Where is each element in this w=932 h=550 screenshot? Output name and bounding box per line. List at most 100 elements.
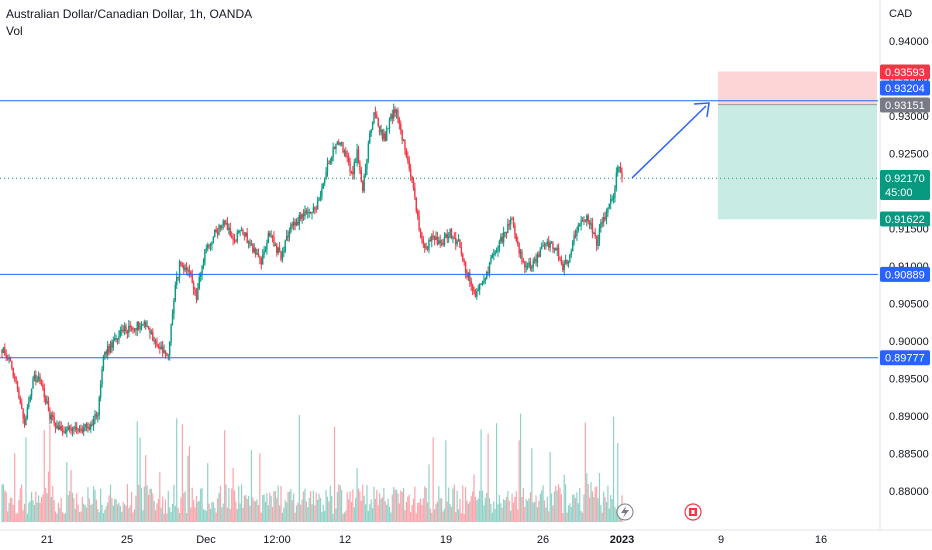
volume-bar: [300, 504, 302, 522]
candle-body: [90, 424, 92, 430]
volume-bar: [584, 422, 586, 522]
candle-body: [226, 222, 229, 230]
candle-body: [463, 260, 465, 262]
candle-body: [1, 349, 3, 353]
volume-bar: [119, 506, 121, 522]
candle-body: [291, 224, 293, 226]
volume-bar: [50, 496, 52, 522]
candle-body: [59, 426, 61, 430]
candle-body: [557, 247, 560, 258]
tag-resistance-text: 0.93204: [885, 83, 925, 95]
volume-bar: [260, 512, 262, 522]
candle-body: [621, 172, 623, 179]
candle-body: [61, 430, 64, 432]
candle-body: [478, 284, 481, 290]
volume-bar: [221, 507, 223, 522]
candle-body: [471, 285, 474, 291]
volume-bar: [195, 495, 198, 522]
volume-bar: [112, 505, 114, 522]
candle-body: [97, 415, 99, 417]
volume-bar: [549, 451, 551, 522]
volume-bar: [387, 498, 389, 522]
candle-body: [425, 246, 427, 248]
candle-body: [311, 212, 313, 214]
candle-body: [384, 133, 386, 141]
volume-bar: [442, 511, 444, 522]
time-tick-label: 26: [537, 534, 549, 546]
candle-body: [619, 166, 622, 173]
volume-bar: [111, 497, 113, 522]
volume-bar: [364, 504, 367, 522]
symbol-title[interactable]: Australian Dollar/Canadian Dollar, 1h, O…: [6, 7, 253, 21]
candle-body: [562, 263, 564, 270]
candle-body: [11, 360, 13, 369]
volume-bar: [464, 487, 467, 522]
canada-flag-icon-center: [691, 510, 695, 514]
candle-body: [256, 253, 258, 255]
volume-bar: [54, 511, 57, 522]
candle-body: [116, 338, 119, 340]
candle-body: [154, 340, 157, 344]
volume-bar: [216, 498, 219, 522]
volume-bar: [342, 513, 344, 522]
volume-bar: [18, 500, 20, 522]
volume-bar: [233, 490, 236, 522]
candle-body: [25, 417, 27, 426]
volume-bar: [287, 492, 289, 522]
candle-body: [67, 426, 69, 430]
tag-lower: 0.89777: [880, 350, 930, 366]
candle-body: [223, 220, 226, 225]
volume-bar: [123, 504, 126, 522]
volume-bar: [174, 505, 176, 522]
candle-body: [508, 224, 510, 226]
candle-body: [308, 211, 310, 213]
candle-body: [352, 171, 354, 175]
candle-body: [354, 162, 357, 164]
volume-bar: [281, 512, 284, 522]
candle-body: [336, 141, 339, 144]
candle-body: [264, 249, 267, 252]
volume-bar: [70, 469, 72, 522]
volume-bar: [104, 509, 106, 522]
volume-bar: [348, 499, 350, 522]
canada-flag-icon[interactable]: [684, 503, 702, 521]
volume-bar: [317, 499, 319, 522]
candle-body: [19, 397, 22, 404]
candle-body: [42, 385, 44, 388]
candle-body: [497, 248, 499, 251]
price-tick-label: 0.92500: [889, 149, 929, 161]
volume-bar: [85, 507, 88, 522]
candle-body: [197, 288, 199, 300]
candle-body: [295, 221, 298, 226]
volume-bar: [431, 512, 433, 522]
candle-body: [398, 119, 401, 124]
volume-bar: [343, 512, 346, 522]
candle-body: [560, 259, 563, 264]
candle-body: [315, 208, 317, 210]
volume-bar: [115, 499, 117, 522]
volume-bar: [145, 455, 147, 522]
volume-bar: [142, 510, 144, 522]
volume-bar: [615, 509, 617, 522]
candle-body: [161, 346, 164, 353]
candle-body: [142, 324, 144, 326]
volume-bar: [19, 488, 21, 522]
volume-bar: [76, 493, 78, 522]
volume-bar: [133, 509, 136, 522]
lightning-icon[interactable]: [616, 503, 634, 521]
candle-body: [421, 233, 423, 240]
candle-body: [247, 241, 250, 243]
volume-bar: [460, 513, 462, 522]
volume-bar: [469, 501, 471, 522]
volume-bar: [232, 468, 234, 522]
volume-bar: [455, 511, 457, 522]
volume-label[interactable]: Vol: [6, 24, 23, 38]
volume-bar: [565, 484, 567, 522]
volume-bar: [473, 474, 475, 522]
volume-bar: [259, 453, 261, 522]
candle-body: [546, 241, 549, 244]
volume-bar: [534, 501, 536, 522]
candle-body: [35, 374, 37, 382]
